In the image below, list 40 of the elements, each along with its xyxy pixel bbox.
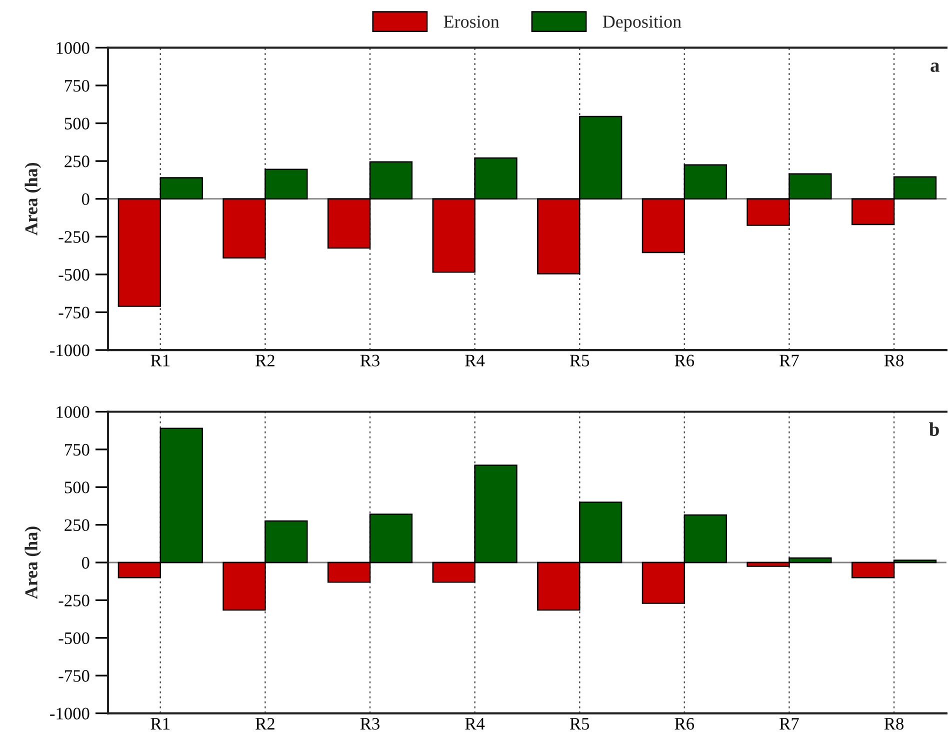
x-tick-label: R1 [150,354,170,366]
y-axis-title: Area (ha) [24,162,42,236]
y-tick-label: 1000 [56,42,90,54]
y-tick-label: 1000 [56,406,90,418]
x-tick-label: R7 [780,718,799,730]
y-tick-label: 750 [65,444,90,456]
x-tick-label: R6 [674,718,694,730]
x-tick-label: R1 [150,718,170,730]
x-tick-label: R5 [570,718,590,730]
x-tick-label: R3 [360,354,380,366]
y-tick-label: 750 [65,80,90,92]
y-tick-label: 0 [82,193,90,206]
y-tick-label: -500 [58,268,90,281]
y-axis-title: Area (ha) [24,526,42,600]
x-tick-label: R3 [360,718,380,730]
y-tick-label: -1000 [50,708,90,720]
y-tick-label: -750 [58,670,90,682]
x-tick-label: R5 [570,354,590,366]
x-tick-label: R8 [884,354,904,366]
annotation: a [930,62,940,72]
x-tick-label: R8 [884,718,904,730]
y-tick-label: -250 [58,594,90,606]
annotation: b [929,422,939,436]
x-tick-label: R2 [256,354,274,366]
y-tick-label: 250 [64,519,90,532]
legend-label: Erosion [444,16,500,28]
x-tick-label: R6 [674,354,694,366]
x-tick-label: R2 [256,718,274,730]
x-tick-label: R4 [465,354,485,366]
y-tick-label: 500 [64,482,90,494]
x-tick-label: R4 [465,718,485,730]
legend-label: Deposition [602,16,682,32]
y-tick-label: 0 [82,556,90,569]
y-tick-label: -250 [58,231,90,243]
y-tick-label: 250 [64,156,90,168]
y-tick-label: -750 [58,306,90,318]
y-tick-label: 500 [64,118,90,130]
x-tick-label: R7 [780,354,799,366]
y-tick-label: -500 [58,632,90,644]
y-tick-label: -1000 [50,344,90,356]
